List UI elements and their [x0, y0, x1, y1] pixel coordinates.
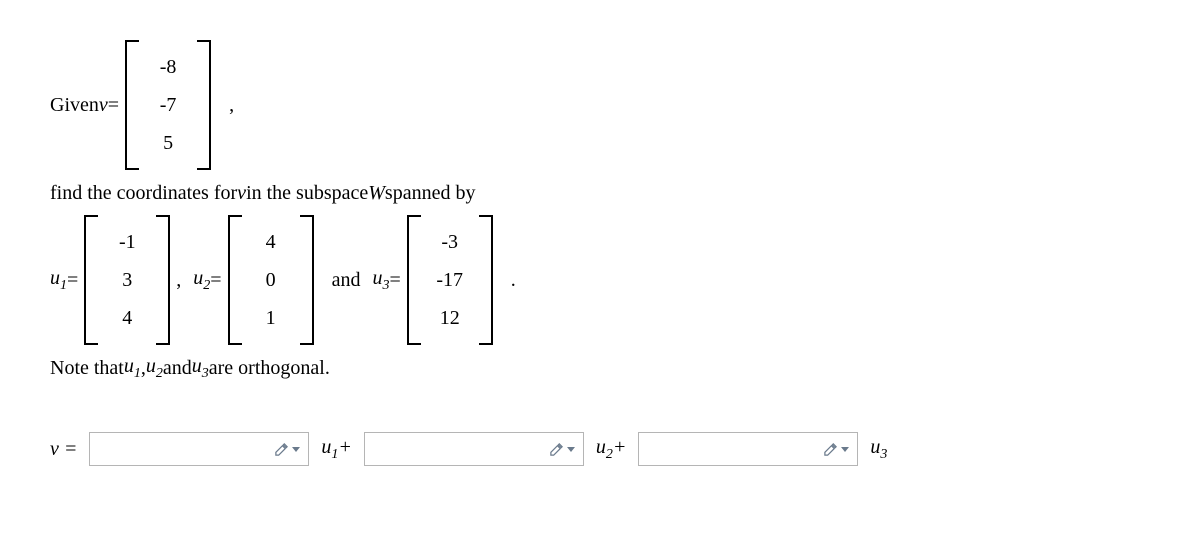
line-note: Note that u1 , u2 and u3 are orthogonal.	[50, 355, 1150, 382]
label-u3: u3	[870, 436, 887, 463]
answer-v-label: v =	[50, 438, 77, 461]
bracket-right	[197, 40, 211, 170]
var-v: v	[99, 94, 108, 117]
bracket-left	[125, 40, 139, 170]
u1-entry-0: -1	[110, 223, 144, 261]
equation-editor-icon	[823, 442, 849, 457]
note-end: are orthogonal.	[209, 357, 330, 380]
answer-row: v = u1+ u2+ u3	[50, 432, 1150, 466]
eq-sign-1: =	[108, 94, 119, 117]
coef-u1-input[interactable]	[89, 432, 309, 466]
text-given: Given	[50, 94, 99, 117]
comma-1: ,	[229, 94, 234, 117]
u3-entry-2: 12	[433, 299, 467, 337]
eq-sign-u1: =	[67, 269, 78, 292]
coef-u2-input[interactable]	[364, 432, 584, 466]
var-W: W	[368, 182, 385, 205]
coef-u3-input[interactable]	[638, 432, 858, 466]
v-entry-0: -8	[151, 48, 185, 86]
u2-entry-1: 0	[254, 261, 288, 299]
matrix-u1: -1 3 4	[84, 215, 170, 345]
line-basis: u1 = -1 3 4 , u2 = 4 0 1 and	[50, 215, 1150, 345]
u2-entry-0: 4	[254, 223, 288, 261]
matrix-v: -8 -7 5	[125, 40, 211, 170]
equation-editor-icon	[549, 442, 575, 457]
note-prefix: Note that	[50, 357, 124, 380]
matrix-u3: -3 -17 12	[407, 215, 493, 345]
var-u2: u2	[193, 267, 210, 294]
note-u3: u3	[192, 355, 209, 382]
text-find-1: find the coordinates for	[50, 182, 237, 205]
label-u1-plus: u1+	[321, 436, 352, 463]
var-u1: u1	[50, 267, 67, 294]
v-entry-1: -7	[151, 86, 185, 124]
u2-entry-2: 1	[254, 299, 288, 337]
line-find: find the coordinates for v in the subspa…	[50, 182, 1150, 205]
text-find-2: in the subspace	[246, 182, 368, 205]
v-entry-2: 5	[151, 124, 185, 162]
text-and: and	[332, 269, 361, 292]
u3-entry-1: -17	[433, 261, 467, 299]
note-and: and	[163, 357, 192, 380]
var-v-2: v	[237, 182, 246, 205]
equation-editor-icon	[274, 442, 300, 457]
label-u2-plus: u2+	[596, 436, 627, 463]
matrix-u2: 4 0 1	[228, 215, 314, 345]
u3-entry-0: -3	[433, 223, 467, 261]
comma-u1: ,	[176, 269, 181, 292]
u1-entry-2: 4	[110, 299, 144, 337]
period-1: .	[511, 269, 516, 292]
note-u2: u2	[146, 355, 163, 382]
matrix-v-col: -8 -7 5	[139, 40, 197, 170]
line-given: Given v = -8 -7 5 ,	[50, 40, 1150, 170]
eq-sign-u2: =	[210, 269, 221, 292]
eq-sign-u3: =	[389, 269, 400, 292]
note-u1: u1	[124, 355, 141, 382]
text-find-3: spanned by	[385, 182, 476, 205]
u1-entry-1: 3	[110, 261, 144, 299]
problem-page: Given v = -8 -7 5 , find the coordinates…	[0, 0, 1200, 551]
var-u3: u3	[372, 267, 389, 294]
